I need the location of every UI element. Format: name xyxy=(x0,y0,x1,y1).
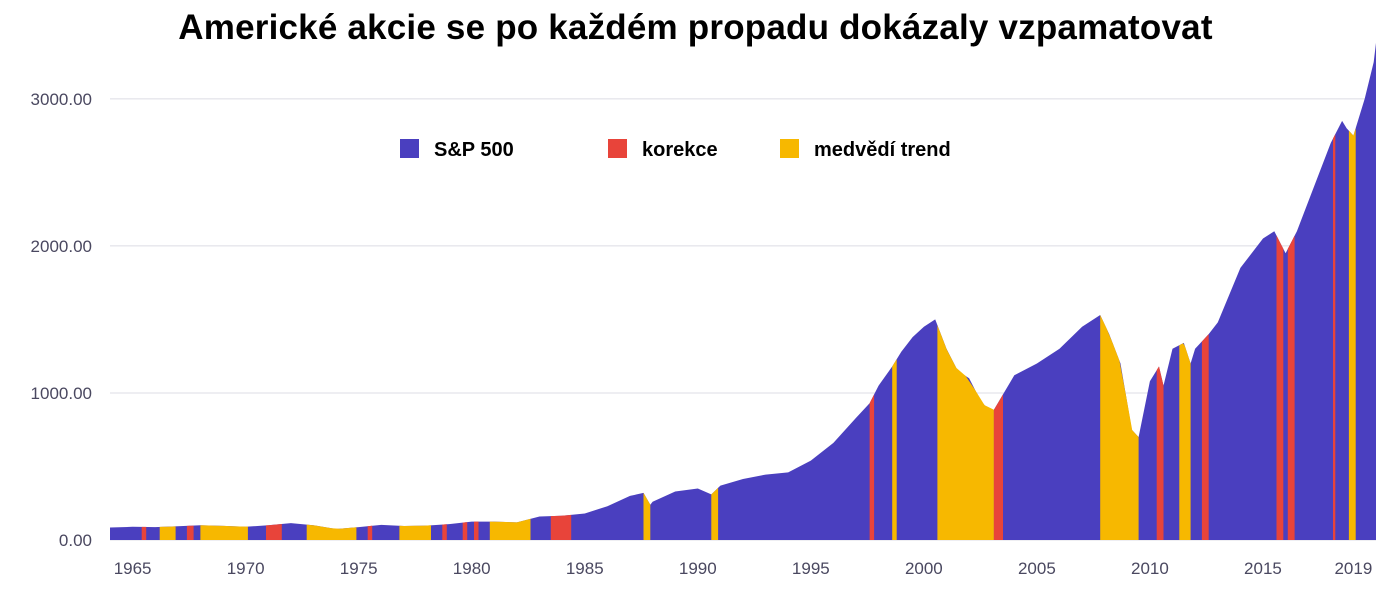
x-tick-label: 1980 xyxy=(453,559,491,578)
correction-band xyxy=(442,524,447,540)
legend-swatch xyxy=(400,139,419,158)
x-tick-label: 1970 xyxy=(227,559,265,578)
bear-market-band xyxy=(643,492,651,540)
correction-band xyxy=(1333,134,1336,540)
correction-band xyxy=(1156,366,1164,540)
bear-market-band xyxy=(711,487,719,540)
bear-market-band xyxy=(399,525,431,540)
correction-band xyxy=(141,526,147,540)
period-bands xyxy=(141,128,1356,540)
x-tick-label: 1990 xyxy=(679,559,717,578)
legend-label: S&P 500 xyxy=(434,139,514,161)
correction-band xyxy=(1287,235,1295,540)
correction-band xyxy=(1201,334,1209,540)
bear-market-band xyxy=(306,524,357,540)
legend-label: korekce xyxy=(642,139,718,161)
x-tick-label: 1965 xyxy=(114,559,152,578)
legend-label: medvědí trend xyxy=(814,139,951,161)
correction-band xyxy=(1276,235,1284,540)
bear-market-band xyxy=(937,325,994,540)
correction-band xyxy=(266,524,282,540)
x-tick-label: 2015 xyxy=(1244,559,1282,578)
correction-band xyxy=(474,521,479,540)
bear-market-band xyxy=(489,518,531,540)
y-tick-label: 2000.00 xyxy=(31,237,92,256)
legend-swatch xyxy=(780,139,799,158)
x-tick-label: 2010 xyxy=(1131,559,1169,578)
bear-market-band xyxy=(1100,315,1139,540)
chart-title: Americké akcie se po každém propadu doká… xyxy=(178,8,1213,47)
x-tick-label: 1985 xyxy=(566,559,604,578)
bear-market-band xyxy=(1348,128,1356,540)
correction-band xyxy=(367,525,373,540)
bear-market-band xyxy=(200,525,248,540)
x-tick-label: 2005 xyxy=(1018,559,1056,578)
x-tick-label: 1995 xyxy=(792,559,830,578)
y-tick-label: 0.00 xyxy=(59,531,92,550)
correction-band xyxy=(462,522,468,540)
y-tick-label: 1000.00 xyxy=(31,384,92,403)
bear-market-band xyxy=(1179,343,1191,540)
axis-labels: 0.00 1000.00 2000.00 3000.00 1965 1970 1975 198… xyxy=(31,90,1373,578)
bear-market-band xyxy=(159,526,176,540)
bear-market-band xyxy=(892,359,897,540)
legend-swatch xyxy=(608,139,627,158)
correction-band xyxy=(550,514,572,540)
correction-band xyxy=(186,525,194,540)
correction-band xyxy=(993,394,1003,540)
correction-band xyxy=(869,394,875,540)
x-tick-label: 2019 xyxy=(1334,559,1372,578)
x-tick-label: 1975 xyxy=(340,559,378,578)
legend: S&P 500 korekce medvědí trend xyxy=(400,139,951,161)
y-tick-label: 3000.00 xyxy=(31,90,92,109)
sp500-area-path xyxy=(110,42,1376,541)
x-tick-label: 2000 xyxy=(905,559,943,578)
sp500-area xyxy=(110,42,1376,541)
